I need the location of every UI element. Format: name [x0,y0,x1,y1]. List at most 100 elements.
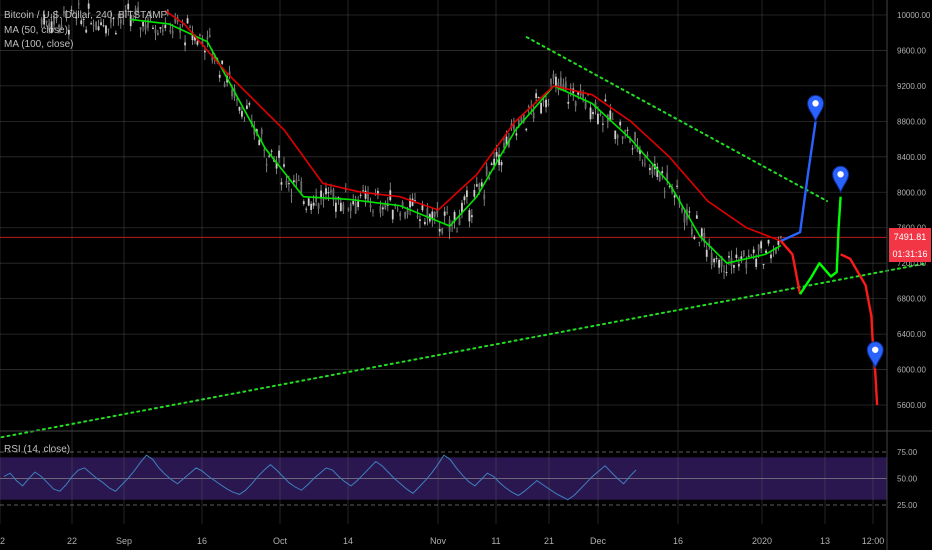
candle-body [297,179,300,181]
candle-body [122,14,125,18]
candle-body [325,188,327,195]
candle-body [260,129,263,135]
projection-path [840,253,879,406]
candle-body [532,112,535,119]
candle-body [391,209,394,220]
candle-body [547,103,550,106]
candle-body [117,17,120,19]
candle-body [735,254,738,259]
candle-body [525,128,528,131]
x-tick-label: 14 [343,536,353,546]
projection-path [799,196,842,295]
candle-body [139,27,142,30]
x-tick-label: Dec [590,536,607,546]
candle-body [461,202,463,213]
candle-body [644,163,646,165]
pin-shape [807,94,825,123]
candle-body [470,215,473,218]
candle-body [362,190,364,192]
candle-body [280,182,283,185]
rsi-tick-label: 25.00 [897,501,918,510]
candle-body [381,207,384,210]
candle-body [194,35,196,41]
dotted-trendline [0,262,929,439]
candle-body [223,83,226,87]
candle-body [733,265,735,268]
candle-body [765,250,767,254]
candle-body [184,42,186,46]
candle-body [728,255,730,258]
candle-body [124,10,127,12]
candle-body [379,206,382,214]
candle-body [107,28,110,30]
candle-body [780,235,782,237]
x-tick-label: Sep [116,536,132,546]
candle-body [85,29,88,33]
candle-body [253,127,256,136]
candle-body [255,129,258,133]
candle-body [300,181,303,193]
candle-body [676,185,678,187]
candle-body [199,34,201,37]
x-tick-label: 22 [67,536,77,546]
candle-body [203,50,206,53]
location-pin-icon [807,94,825,123]
candle-body [609,110,612,122]
candle-body [426,208,429,219]
location-pin-icon [866,341,884,370]
candle-body [752,249,755,254]
candle-body [493,158,496,166]
candle-body [483,194,486,200]
y-tick-label: 6000.00 [897,366,926,375]
candle-body [327,192,330,194]
candle-body [399,212,402,217]
price-badge-box [889,228,931,262]
candle-body [80,20,83,25]
candle-body [82,18,85,20]
candle-body [92,24,95,26]
candle-body [542,101,545,103]
candle-body [401,202,404,206]
candle-body [515,133,518,136]
candle-body [359,194,362,196]
candle-body [67,29,70,35]
candle-body [40,18,43,25]
candle-body [206,37,209,40]
candle-body [713,258,716,263]
candle-body [775,247,777,254]
candle-body [441,228,444,234]
candle-body [144,24,147,30]
candle-body [584,99,587,109]
candle-body [747,255,750,257]
candle-body [604,99,607,102]
candle-body [475,184,478,187]
candle-body [466,190,468,197]
rsi-tick-label: 50.00 [897,475,918,484]
candle-body [48,23,51,30]
candle-body [458,216,461,226]
candle-body [386,204,389,206]
candle-body [639,149,641,154]
candle-body [451,225,453,227]
candle-body [87,3,90,9]
x-tick-label: Nov [430,536,447,546]
price-badge: 7491.81 01:31:16 [889,228,931,262]
x-tick-label: 21 [544,536,554,546]
candle-body [661,171,664,174]
candle-body [332,189,335,200]
candle-body [770,254,772,259]
candle-body [597,113,599,124]
candle-body [666,172,669,181]
candle-body [238,106,241,111]
candle-body [624,129,627,132]
candle-body [265,163,268,166]
candle-body [456,231,458,233]
candle-body [134,8,137,17]
candle-body [755,258,758,267]
candle-body [236,99,238,101]
candle-body [191,32,194,41]
candle-body [65,11,68,18]
y-tick-label: 8800.00 [897,117,926,126]
candle-body [433,211,436,217]
candle-body [599,113,602,116]
